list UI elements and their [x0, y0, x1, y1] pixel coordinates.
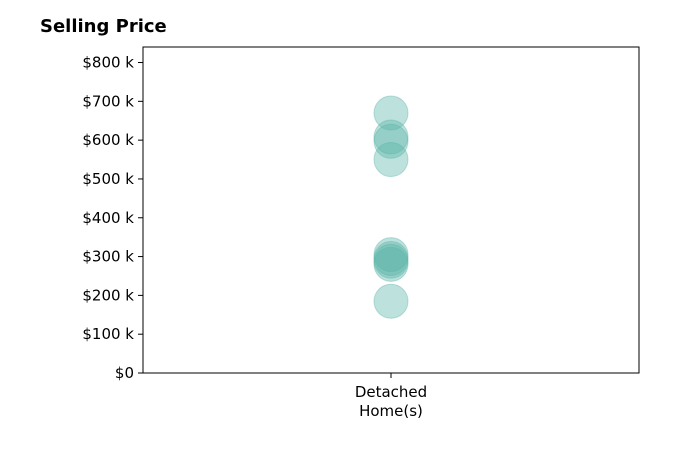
data-point	[373, 123, 409, 159]
y-tick-label: $600 k	[82, 131, 134, 149]
data-points	[373, 95, 409, 319]
chart-title: Selling Price	[40, 16, 167, 37]
y-tick-label: $800 k	[82, 54, 134, 72]
y-tick-label: $200 k	[82, 286, 134, 304]
y-tick-label: $300 k	[82, 248, 134, 266]
y-tick-label: $400 k	[82, 209, 134, 227]
y-tick-label: $100 k	[82, 325, 134, 343]
y-tick-label: $500 k	[82, 170, 134, 188]
data-point	[373, 237, 409, 273]
data-point	[373, 95, 409, 131]
data-point	[373, 119, 409, 155]
y-tick-label: $700 k	[82, 92, 134, 110]
x-category-label: Home(s)	[359, 402, 423, 420]
data-point	[373, 246, 409, 282]
data-point	[373, 142, 409, 178]
data-point	[373, 241, 409, 277]
y-tick-label: $0	[115, 364, 134, 382]
x-category-label: Detached	[355, 383, 427, 401]
data-point	[373, 283, 409, 319]
y-axis: $0 $100 k $200 k $300 k $400 k $500 k $600 k $7…	[82, 54, 143, 382]
data-point	[373, 243, 409, 279]
